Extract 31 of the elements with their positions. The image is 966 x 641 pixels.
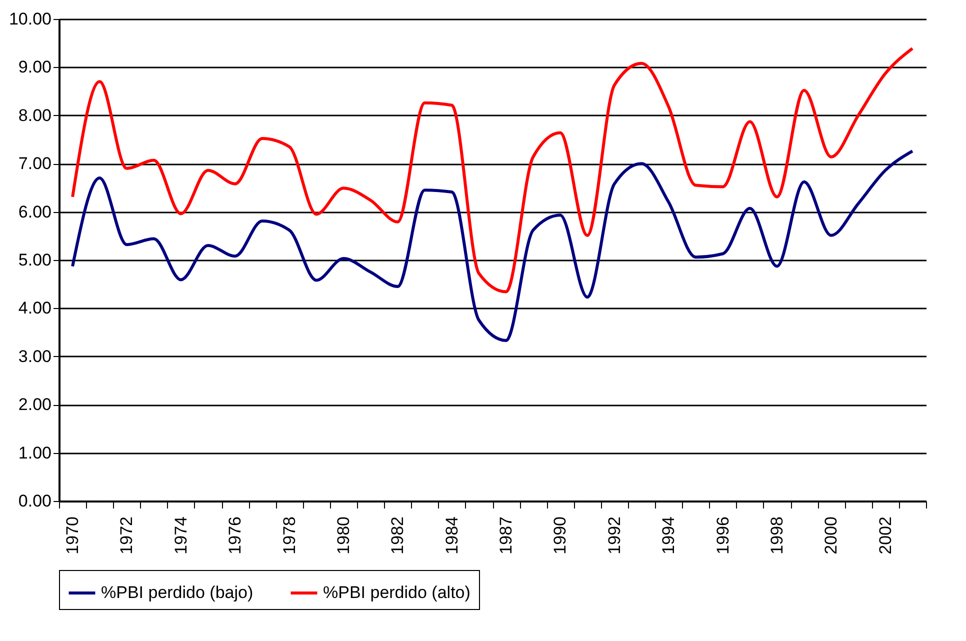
- x-tick-label: 1992: [604, 516, 624, 554]
- x-tick-label: 1972: [117, 516, 136, 554]
- x-tick-label: 1994: [659, 516, 678, 554]
- y-tick-label: 5.00: [18, 250, 52, 270]
- legend-label: %PBI perdido (bajo): [101, 583, 254, 602]
- y-tick-label: 0.00: [18, 492, 52, 510]
- x-tick-label: 1978: [280, 516, 299, 554]
- y-tick-label: 6.00: [18, 202, 52, 222]
- legend-label: %PBI perdido (alto): [323, 583, 470, 602]
- x-tick-label: 2002: [876, 516, 895, 554]
- y-tick-label: 2.00: [18, 395, 52, 414]
- x-tick-label: 1998: [767, 516, 786, 554]
- x-tick-label: 1990: [550, 516, 570, 554]
- x-tick-label: 1980: [334, 516, 353, 554]
- x-tick-label: 1976: [226, 516, 245, 554]
- x-tick-label: 2000: [822, 516, 841, 554]
- x-tick-label: 1996: [713, 516, 732, 554]
- y-tick-label: 7.00: [18, 154, 52, 174]
- y-tick-label: 4.00: [18, 298, 52, 318]
- y-tick-label: 9.00: [18, 58, 52, 77]
- line-series: [71, 150, 914, 342]
- y-tick-label: 3.00: [18, 346, 52, 366]
- x-tick-label: 1984: [442, 516, 462, 554]
- x-tick-label: 1974: [171, 516, 190, 554]
- y-tick-label: 10.00: [8, 10, 52, 28]
- y-tick-label: 8.00: [18, 106, 52, 125]
- y-tick-label: 1.00: [18, 443, 52, 462]
- x-tick-label: 1982: [388, 516, 408, 554]
- x-tick-label: 1970: [63, 516, 82, 554]
- line-series: [71, 46, 914, 294]
- x-tick-label: 1987: [496, 516, 516, 554]
